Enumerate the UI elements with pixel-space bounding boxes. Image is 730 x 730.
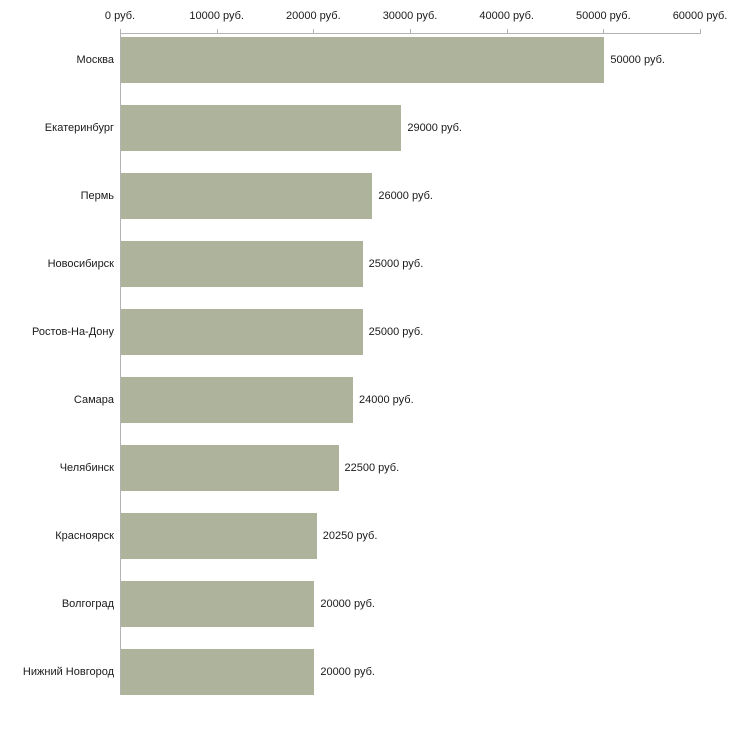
bar-value-label: 50000 руб. xyxy=(610,54,665,66)
bar xyxy=(121,513,317,559)
bar-value-label: 22500 руб. xyxy=(344,462,400,474)
category-label: Самара xyxy=(73,394,114,406)
x-axis-tick-label: 20000 руб. xyxy=(286,10,341,22)
bar-row: Челябинск 22500 руб. xyxy=(60,445,730,491)
category-label: Челябинск xyxy=(59,462,114,474)
x-axis-tick-label: 0 руб. xyxy=(104,10,136,22)
bar-value-label: 25000 руб. xyxy=(368,326,424,338)
x-axis-tick-label: 50000 руб. xyxy=(576,10,631,22)
bar-value-label: 20250 руб. xyxy=(322,530,378,542)
x-axis-line xyxy=(120,33,701,34)
bar xyxy=(121,105,402,151)
category-label: Ростов-На-Дону xyxy=(31,326,114,338)
bar xyxy=(121,241,363,287)
y-axis-line xyxy=(120,33,121,695)
bar-row: Екатеринбург 29000 руб. xyxy=(45,105,730,151)
bars: Москва 50000 руб. Екатеринбург 29000 руб. Пе… xyxy=(23,37,730,717)
bar-row: Новосибирск 25000 руб. xyxy=(48,241,730,287)
x-axis-tick-label: 30000 руб. xyxy=(382,10,438,22)
category-label: Пермь xyxy=(80,190,114,202)
bar xyxy=(121,37,605,83)
category-label: Нижний Новгород xyxy=(22,666,114,678)
bar-value-label: 25000 руб. xyxy=(368,258,424,270)
bar xyxy=(121,581,315,627)
bar xyxy=(121,377,353,423)
bar xyxy=(121,173,373,219)
bar-row: Пермь 26000 руб. xyxy=(81,173,730,219)
x-axis-tick-label: 40000 руб. xyxy=(479,10,534,22)
bar-row: Москва 50000 руб. xyxy=(76,37,730,83)
category-label: Москва xyxy=(76,54,114,66)
category-label: Красноярск xyxy=(55,530,114,542)
bar-row: Самара 24000 руб. xyxy=(74,377,730,423)
bar-value-label: 26000 руб. xyxy=(378,190,433,202)
bar xyxy=(121,309,363,355)
bar xyxy=(121,445,339,491)
bar xyxy=(121,649,315,695)
category-label: Волгоград xyxy=(61,598,114,610)
bar-row: Нижний Новгород 20000 руб. xyxy=(23,649,730,695)
category-label: Екатеринбург xyxy=(44,122,114,134)
x-axis-tick-label: 10000 руб. xyxy=(189,10,244,22)
bar-value-label: 29000 руб. xyxy=(407,122,462,134)
bar-row: Волгоград 20000 руб. xyxy=(62,581,730,627)
bar-value-label: 20000 руб. xyxy=(320,666,375,678)
bar-value-label: 24000 руб. xyxy=(359,394,414,406)
bar-value-label: 20000 руб. xyxy=(320,598,375,610)
category-label: Новосибирск xyxy=(47,258,114,270)
bar-row: Красноярск 20250 руб. xyxy=(55,513,730,559)
x-axis-tick-label: 60000 руб. xyxy=(672,10,728,22)
bar-row: Ростов-На-Дону 25000 руб. xyxy=(32,309,730,355)
